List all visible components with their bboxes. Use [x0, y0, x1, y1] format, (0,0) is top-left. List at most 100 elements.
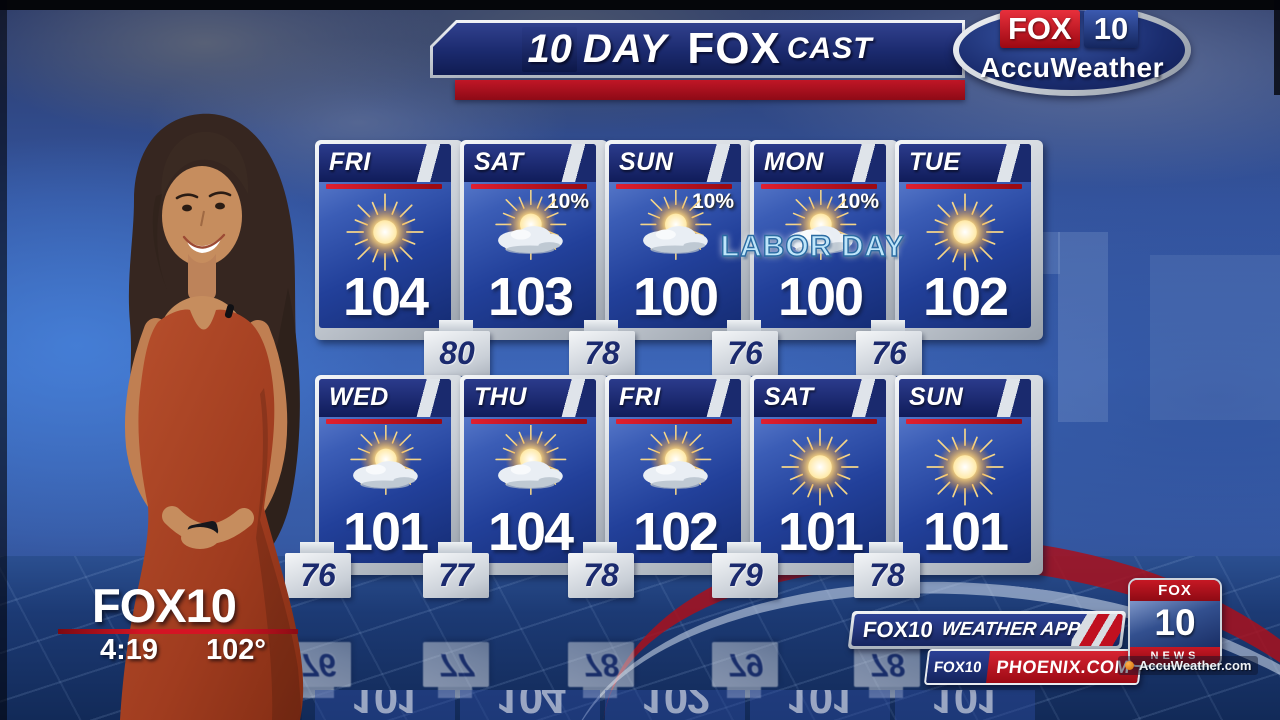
- reflection: 78: [568, 642, 634, 687]
- card-header: [899, 144, 1031, 182]
- forecast-card: SAT 101: [750, 375, 898, 575]
- high-temp: 102: [922, 267, 1009, 327]
- news-news-label: NEWS: [1130, 647, 1220, 665]
- website-brand: FOX10: [926, 651, 990, 683]
- day-label: FRI: [619, 383, 661, 411]
- card-header: [319, 144, 451, 182]
- low-temp-box: 76: [712, 320, 778, 376]
- day-label: FRI: [329, 148, 371, 176]
- day-label: SAT: [764, 383, 814, 411]
- low-temp-box: 78: [569, 320, 635, 376]
- reflection: 101: [315, 690, 455, 720]
- high-temp: 100: [777, 267, 864, 327]
- card-header: [754, 379, 886, 417]
- accuweather-url-text: AccuWeather.com: [1139, 658, 1252, 673]
- low-temp-box: 77: [423, 542, 489, 598]
- card-header: [464, 144, 596, 182]
- day-label: SUN: [619, 148, 674, 176]
- card-header: [609, 379, 741, 417]
- forecast-card: SUN 10% 100: [605, 140, 753, 340]
- forecast-card: FRI 104: [315, 140, 463, 340]
- reflection: 101: [750, 690, 890, 720]
- weather-presenter: [120, 113, 304, 720]
- low-temp-box: 78: [568, 542, 634, 598]
- fox-logo-box: FOX: [1000, 10, 1080, 48]
- forecast-card: SUN 101: [895, 375, 1043, 575]
- show-title-banner: 10 DAY FOX CAST: [430, 20, 965, 78]
- weather-app-brand: FOX10: [861, 617, 935, 642]
- red-accent-bar: [761, 184, 877, 189]
- show-title: 10 DAY FOX CAST: [433, 23, 962, 75]
- precip-chance: 10%: [836, 190, 879, 213]
- high-temp: 101: [777, 502, 864, 562]
- ten-logo-box: 10: [1083, 10, 1139, 48]
- day-label: SAT: [474, 148, 524, 176]
- forecast-card: MON 10% 100: [750, 140, 898, 340]
- day-label: WED: [329, 383, 389, 411]
- current-temp: 102°: [206, 634, 266, 666]
- station-logo-underline: [58, 629, 298, 634]
- sunny-icon: [923, 425, 1007, 509]
- high-temp: 104: [487, 502, 574, 562]
- red-accent-bar: [906, 184, 1022, 189]
- card-header: [754, 144, 886, 182]
- partly-cloudy-icon: [488, 190, 572, 274]
- forecast-card: SAT 10% 103: [460, 140, 608, 340]
- red-accent-bar: [616, 419, 732, 424]
- partly-cloudy-icon: [343, 425, 427, 509]
- low-temp-box: 76: [856, 320, 922, 376]
- backdrop-watermark: [1150, 255, 1280, 420]
- sunny-icon: [778, 425, 862, 509]
- sunny-icon: [923, 190, 1007, 274]
- banner-fox: FOX: [687, 24, 781, 73]
- card-header: [319, 379, 451, 417]
- news-fox-label: FOX: [1130, 580, 1220, 601]
- precip-chance: 10%: [691, 190, 734, 213]
- forecast-card: TUE 102: [895, 140, 1043, 340]
- red-accent-bar: [761, 419, 877, 424]
- accuweather-wordmark: AccuWeather: [980, 52, 1164, 83]
- low-temp-box: 78: [854, 542, 920, 598]
- lavalier-mic: [224, 304, 235, 319]
- forecast-card: FRI 102: [605, 375, 753, 575]
- news-ten-label: 10: [1130, 601, 1220, 647]
- high-temp: 102: [632, 502, 719, 562]
- sunny-icon: [343, 190, 427, 274]
- banner-day: DAY: [582, 26, 668, 71]
- high-temp: 104: [342, 267, 429, 327]
- website-banner: FOX10 PHOENIX.COM: [923, 649, 1144, 685]
- partly-cloudy-icon: [488, 425, 572, 509]
- reflection: 77: [423, 642, 489, 687]
- high-temp: 101: [342, 502, 429, 562]
- accuweather-sun-icon: [1125, 661, 1134, 670]
- fox10-logo: FOX 10: [1000, 10, 1139, 48]
- day-label: MON: [764, 148, 824, 176]
- card-header: [899, 379, 1031, 417]
- weather-app-label: WEATHER APP: [940, 619, 1082, 640]
- reflection: 101: [895, 690, 1035, 720]
- high-temp: 101: [922, 502, 1009, 562]
- day-label: SUN: [909, 383, 964, 411]
- low-temp-box: 80: [424, 320, 490, 376]
- forecast-card: THU 104: [460, 375, 608, 575]
- banner-cast: CAST: [786, 32, 873, 65]
- precip-chance: 10%: [546, 190, 589, 213]
- partly-cloudy-icon: [633, 425, 717, 509]
- accuweather-url: AccuWeather.com: [1118, 656, 1259, 675]
- red-accent-bar: [326, 419, 442, 424]
- frame-edge-right: [1274, 0, 1280, 95]
- banner-10: 10: [522, 26, 577, 72]
- frame-edge-left: [0, 0, 7, 720]
- high-temp: 100: [632, 267, 719, 327]
- station-logo: FOX10: [92, 579, 237, 632]
- reflection: 104: [460, 690, 600, 720]
- fox10-news-badge: FOX 10 NEWS: [1128, 578, 1222, 667]
- low-temp-box: 79: [712, 542, 778, 598]
- reflection: 102: [605, 690, 745, 720]
- card-header: [464, 379, 596, 417]
- backdrop-watermark: [1058, 232, 1108, 422]
- reflection: 79: [712, 642, 778, 687]
- current-time: 4:19: [100, 634, 159, 666]
- day-label: TUE: [909, 148, 961, 176]
- red-accent-bar: [906, 419, 1022, 424]
